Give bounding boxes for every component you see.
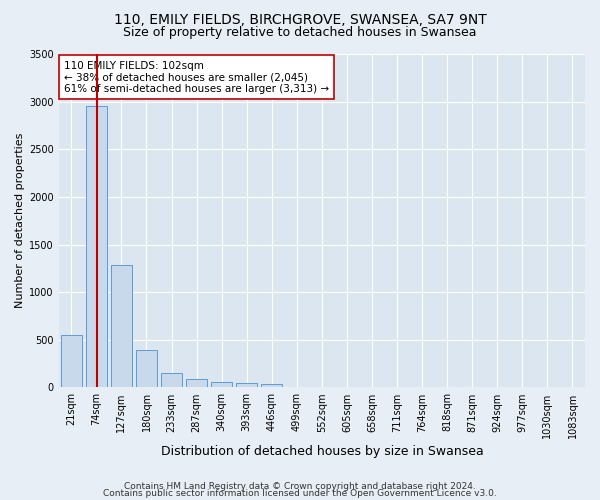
Bar — [211, 382, 232, 388]
Text: Size of property relative to detached houses in Swansea: Size of property relative to detached ho… — [123, 26, 477, 39]
Text: Contains public sector information licensed under the Open Government Licence v3: Contains public sector information licen… — [103, 490, 497, 498]
Bar — [186, 379, 207, 388]
Bar — [86, 106, 107, 388]
Y-axis label: Number of detached properties: Number of detached properties — [15, 133, 25, 308]
Bar — [61, 335, 82, 388]
Text: Contains HM Land Registry data © Crown copyright and database right 2024.: Contains HM Land Registry data © Crown c… — [124, 482, 476, 491]
Bar — [136, 350, 157, 388]
Text: 110, EMILY FIELDS, BIRCHGROVE, SWANSEA, SA7 9NT: 110, EMILY FIELDS, BIRCHGROVE, SWANSEA, … — [113, 12, 487, 26]
Bar — [261, 384, 283, 388]
Text: 110 EMILY FIELDS: 102sqm
← 38% of detached houses are smaller (2,045)
61% of sem: 110 EMILY FIELDS: 102sqm ← 38% of detach… — [64, 60, 329, 94]
X-axis label: Distribution of detached houses by size in Swansea: Distribution of detached houses by size … — [161, 444, 483, 458]
Bar — [236, 382, 257, 388]
Bar — [161, 372, 182, 388]
Bar — [111, 266, 132, 388]
